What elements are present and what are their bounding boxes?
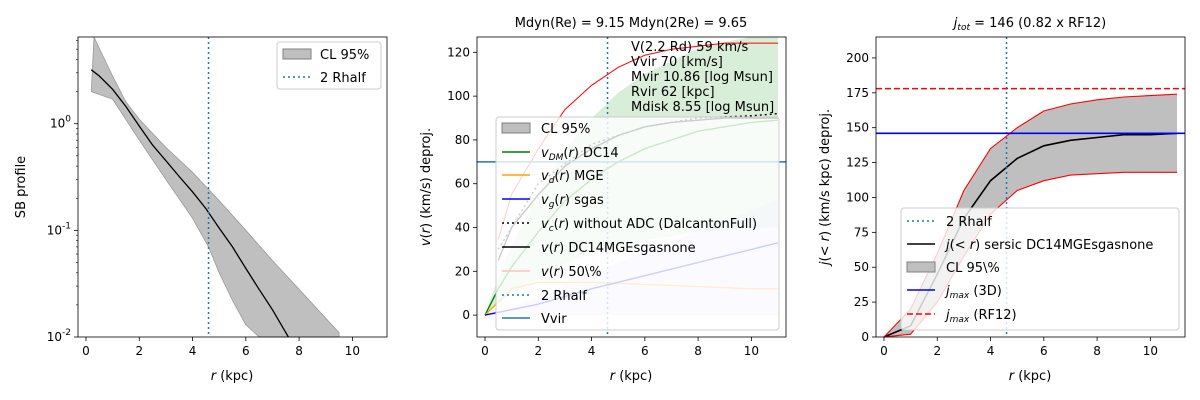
p2-ann-vvir: Vvir 70 [km/s] bbox=[631, 55, 723, 70]
p1-axes-frame bbox=[77, 36, 388, 338]
p2-annotations: V(2.2 Rd) 59 km/s Vvir 70 [km/s] Mvir 10… bbox=[631, 40, 774, 115]
panel-velocity: 0 2 4 6 8 10 0 20 40 60 80 100 120 Mdyn(Re) = 9.15 … bbox=[419, 16, 787, 384]
p1-x-label: r (kpc) bbox=[211, 369, 254, 384]
y-tick-label: 25 bbox=[854, 295, 869, 309]
p2-x-ticks: 0 2 4 6 8 10 bbox=[481, 337, 759, 358]
p2-ann-mvir: Mvir 10.86 [log Msun] bbox=[631, 70, 773, 85]
p3-y-ticks: 0 25 50 75 100 125 150 175 200 bbox=[846, 51, 876, 344]
p3-legend-cl: CL 95\% bbox=[946, 261, 1000, 276]
p1-cl95-area bbox=[90, 36, 340, 338]
x-tick-label: 4 bbox=[588, 344, 596, 358]
p3-x-label: r (kpc) bbox=[1009, 369, 1052, 384]
x-tick-label: 10 bbox=[744, 344, 759, 358]
p2-legend-rhalf: 2 Rhalf bbox=[541, 289, 587, 304]
p2-legend-v50: v(r) 50\% bbox=[541, 265, 602, 280]
p1-profile-line bbox=[90, 69, 289, 338]
p3-cl95-area bbox=[884, 94, 1177, 337]
y-tick-label: 10-1 bbox=[47, 221, 71, 237]
p2-title: Mdyn(Re) = 9.15 Mdyn(2Re) = 9.65 bbox=[515, 16, 748, 31]
p3-y-label: j(< r) (km/s kpc) deproj. bbox=[818, 109, 833, 267]
x-tick-label: 8 bbox=[1093, 344, 1101, 358]
p2-x-label: r (kpc) bbox=[610, 369, 653, 384]
p3-title: jtot = 146 (0.82 x RF12) bbox=[952, 16, 1106, 33]
x-tick-label: 10 bbox=[345, 344, 360, 358]
p3-legend-cl-swatch bbox=[906, 261, 936, 273]
y-tick-label: 125 bbox=[846, 156, 869, 170]
p1-legend-rhalf: 2 Rhalf bbox=[320, 71, 366, 86]
p2-legend-vd: vd(r) MGE bbox=[541, 169, 604, 186]
p3-legend-rhalf: 2 Rhalf bbox=[946, 215, 992, 230]
p2-legend: CL 95% vDM(r) DC14 vd(r) MGE vg(r) sgas … bbox=[495, 116, 780, 331]
p2-legend-cl: CL 95% bbox=[541, 122, 590, 137]
p1-legend-cl-swatch bbox=[282, 48, 312, 60]
y-tick-label: 50 bbox=[854, 260, 869, 274]
y-tick-label: 100 bbox=[447, 89, 470, 103]
p3-legend-jmaxrf: jmax (RF12) bbox=[944, 308, 1017, 325]
y-tick-label: 40 bbox=[455, 221, 470, 235]
x-tick-label: 2 bbox=[534, 344, 542, 358]
p3-hlines bbox=[876, 87, 1185, 135]
p1-x-ticks: 0 2 4 6 8 10 bbox=[82, 337, 360, 358]
x-tick-label: 6 bbox=[1040, 344, 1048, 358]
p3-legend-j: j(< r) sersic DC14MGEsgasnone bbox=[944, 238, 1153, 253]
p3-axes-frame bbox=[875, 36, 1186, 338]
p2-legend-box bbox=[495, 116, 780, 331]
x-tick-label: 0 bbox=[82, 344, 90, 358]
p2-axes-frame bbox=[476, 36, 787, 338]
x-tick-label: 4 bbox=[189, 344, 197, 358]
p3-legend-box bbox=[900, 207, 1180, 331]
y-tick-label: 150 bbox=[846, 121, 869, 135]
x-tick-label: 10 bbox=[1143, 344, 1158, 358]
p1-y-ticks: 100 10-1 10-2 bbox=[47, 40, 78, 344]
p3-legend: 2 Rhalf j(< r) sersic DC14MGEsgasnone CL… bbox=[900, 207, 1180, 331]
p1-series bbox=[90, 69, 289, 338]
x-tick-label: 2 bbox=[933, 344, 941, 358]
y-tick-label: 20 bbox=[455, 264, 470, 278]
p3-cl95-band bbox=[884, 94, 1177, 337]
p2-ann-mdisk: Mdisk 8.55 [log Msun] bbox=[631, 100, 774, 115]
panel-angular-momentum: 0 2 4 6 8 10 0 25 50 75 100 125 150 175 200 jtot = 14… bbox=[818, 16, 1186, 384]
p2-ann-v22: V(2.2 Rd) 59 km/s bbox=[631, 40, 749, 55]
p2-legend-vg: vg(r) sgas bbox=[541, 193, 604, 210]
x-tick-label: 2 bbox=[135, 344, 143, 358]
x-tick-label: 4 bbox=[987, 344, 995, 358]
p2-y-label: v(r) (km/s) deproj. bbox=[419, 128, 434, 246]
y-tick-label: 75 bbox=[854, 225, 869, 239]
x-tick-label: 0 bbox=[481, 344, 489, 358]
y-tick-label: 0 bbox=[861, 330, 869, 344]
x-tick-label: 6 bbox=[641, 344, 649, 358]
p2-legend-vvir: Vvir bbox=[541, 312, 567, 327]
y-tick-label: 120 bbox=[447, 45, 470, 59]
y-tick-label: 100 bbox=[846, 190, 869, 204]
p3-legend-jmax3d: jmax (3D) bbox=[944, 284, 1002, 301]
p2-ann-rvir: Rvir 62 [kpc] bbox=[631, 85, 715, 100]
y-tick-label: 175 bbox=[846, 86, 869, 100]
p1-cl95-band bbox=[90, 36, 340, 338]
y-tick-label: 100 bbox=[50, 115, 71, 131]
y-tick-label: 80 bbox=[455, 133, 470, 147]
p2-legend-cl-swatch bbox=[501, 122, 531, 134]
p2-legend-vc: vc(r) without ADC (DalcantonFull) bbox=[541, 217, 757, 234]
y-tick-label: 200 bbox=[846, 51, 869, 65]
y-tick-label: 0 bbox=[462, 308, 470, 322]
p2-y-ticks: 0 20 40 60 80 100 120 bbox=[447, 45, 477, 322]
x-tick-label: 6 bbox=[242, 344, 250, 358]
y-tick-label: 10-2 bbox=[47, 328, 71, 344]
p3-x-ticks: 0 2 4 6 8 10 bbox=[880, 337, 1158, 358]
p1-legend: CL 95% 2 Rhalf bbox=[276, 41, 382, 90]
y-tick-label: 60 bbox=[455, 177, 470, 191]
x-tick-label: 8 bbox=[694, 344, 702, 358]
x-tick-label: 0 bbox=[880, 344, 888, 358]
p1-legend-cl: CL 95% bbox=[320, 48, 369, 63]
panel-sb-profile: 0 2 4 6 8 10 100 10-1 10-2 r (kpc) SB profile C… bbox=[14, 36, 388, 384]
p2-legend-v: v(r) DC14MGEsgasnone bbox=[541, 241, 696, 256]
x-tick-label: 8 bbox=[295, 344, 303, 358]
p1-y-label: SB profile bbox=[14, 156, 29, 218]
